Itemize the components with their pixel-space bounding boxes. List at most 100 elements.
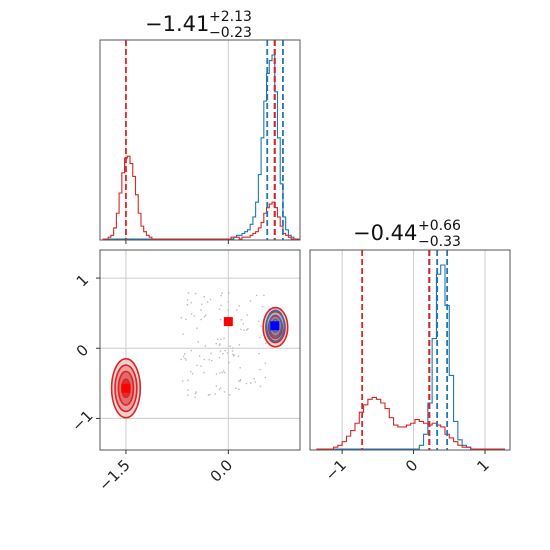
sample-point bbox=[206, 301, 209, 303]
sample-point bbox=[215, 342, 218, 345]
title-param2-minus: −0.33 bbox=[418, 234, 461, 250]
sample-point bbox=[190, 313, 193, 315]
sample-point bbox=[210, 352, 212, 355]
sample-point bbox=[185, 318, 187, 321]
x-tick-label: 0 bbox=[402, 456, 421, 475]
sample-point bbox=[249, 382, 252, 384]
sample-point bbox=[231, 347, 234, 349]
title-param1: −1.41 +2.13 −0.23 bbox=[145, 9, 252, 41]
density-contour-series-a bbox=[268, 314, 283, 338]
histogram-series-a bbox=[316, 264, 505, 450]
sample-point bbox=[200, 309, 202, 311]
joint-density-panel bbox=[96, 249, 301, 454]
sample-point bbox=[203, 295, 206, 298]
panel-frame bbox=[99, 249, 301, 451]
sample-point bbox=[196, 327, 198, 329]
sample-point bbox=[258, 352, 260, 355]
sample-point bbox=[222, 352, 224, 355]
sample-point bbox=[193, 315, 195, 317]
sample-point bbox=[200, 303, 203, 306]
sample-point bbox=[218, 308, 221, 310]
sample-point bbox=[210, 359, 213, 362]
sample-point bbox=[194, 292, 197, 295]
sample-point bbox=[204, 345, 207, 347]
sample-point bbox=[218, 356, 221, 359]
sample-point bbox=[208, 358, 211, 361]
sample-point bbox=[232, 353, 234, 355]
sample-point bbox=[180, 358, 182, 361]
sample-point bbox=[218, 344, 221, 346]
sample-point bbox=[221, 371, 224, 374]
sample-point bbox=[247, 327, 249, 330]
sample-point bbox=[194, 392, 197, 395]
sample-point bbox=[198, 355, 201, 357]
panel-frame bbox=[99, 39, 301, 241]
histogram-series-b bbox=[316, 396, 505, 450]
sample-point bbox=[239, 367, 241, 369]
sample-point bbox=[215, 373, 218, 375]
sample-point bbox=[246, 314, 248, 316]
sample-point bbox=[236, 309, 238, 311]
sample-point bbox=[195, 391, 197, 393]
sample-point bbox=[196, 364, 198, 367]
sample-point bbox=[220, 294, 223, 297]
sample-point bbox=[242, 323, 245, 325]
sample-point bbox=[260, 325, 262, 327]
sample-point bbox=[224, 349, 226, 352]
sample-point bbox=[239, 378, 242, 381]
y-tick-label: 1 bbox=[73, 271, 92, 290]
sample-point bbox=[216, 338, 219, 341]
sample-point bbox=[237, 355, 240, 357]
sample-point bbox=[180, 316, 183, 319]
sample-point bbox=[194, 396, 196, 399]
sample-point bbox=[231, 350, 234, 352]
sample-point bbox=[185, 359, 188, 361]
histogram-series-a bbox=[102, 54, 300, 240]
sample-point bbox=[232, 354, 235, 357]
panel-frame bbox=[309, 249, 511, 451]
sample-point bbox=[259, 336, 261, 339]
sample-point bbox=[263, 294, 265, 297]
sample-point bbox=[197, 341, 200, 343]
sample-point bbox=[259, 368, 261, 371]
sample-point bbox=[203, 371, 205, 374]
sample-point bbox=[200, 318, 203, 321]
sample-point bbox=[253, 377, 256, 380]
sample-point bbox=[187, 389, 189, 391]
sample-point bbox=[228, 292, 230, 294]
sample-point bbox=[229, 345, 232, 347]
sample-point bbox=[235, 387, 237, 390]
x-tick-label: −1 bbox=[322, 456, 350, 484]
sample-point bbox=[219, 387, 222, 389]
sample-point bbox=[187, 292, 190, 294]
sample-point bbox=[223, 391, 226, 393]
sample-point bbox=[222, 370, 225, 372]
sample-point bbox=[209, 393, 211, 396]
sample-point bbox=[220, 304, 222, 307]
sample-point bbox=[186, 303, 189, 306]
sample-point bbox=[245, 382, 248, 385]
sample-point bbox=[181, 380, 184, 382]
sample-point bbox=[182, 355, 185, 358]
sample-point bbox=[255, 294, 258, 297]
marker-marker-b bbox=[121, 383, 131, 393]
title-param2: −0.44 +0.66 −0.33 bbox=[353, 218, 461, 250]
title-param2-plus: +0.66 bbox=[418, 218, 461, 234]
sample-point bbox=[203, 358, 206, 361]
sample-point bbox=[190, 301, 193, 304]
sample-point bbox=[240, 328, 242, 331]
sample-point bbox=[238, 388, 240, 391]
y-tick-label: −1 bbox=[68, 407, 96, 435]
marker-marker-a bbox=[270, 321, 280, 331]
sample-point bbox=[238, 305, 240, 307]
sample-point bbox=[264, 342, 267, 345]
sample-point bbox=[191, 373, 194, 375]
sample-point bbox=[207, 394, 210, 396]
sample-point bbox=[219, 318, 222, 321]
sample-point bbox=[238, 344, 241, 346]
sample-point bbox=[264, 376, 267, 379]
sample-point bbox=[215, 385, 218, 387]
sample-point bbox=[214, 393, 216, 395]
sample-point bbox=[187, 379, 189, 381]
